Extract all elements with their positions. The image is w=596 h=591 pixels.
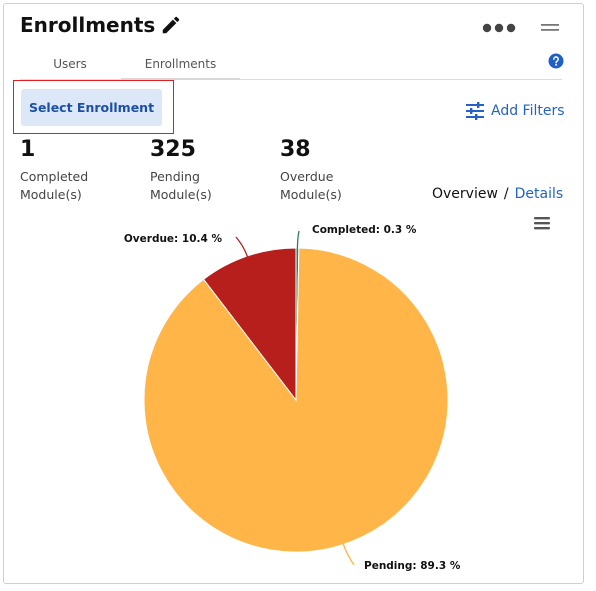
add-filters-label: Add Filters xyxy=(491,103,565,119)
pie-connector-completed xyxy=(296,230,300,250)
stat-overdue-label: Overdue Module(s) xyxy=(280,169,342,202)
pie-connector-pending xyxy=(342,543,355,566)
pie-label-completed: Completed: 0.3 % xyxy=(312,224,417,236)
stat-pending-label: Pending Module(s) xyxy=(150,169,212,202)
select-enrollment-button[interactable]: Select Enrollment xyxy=(21,89,162,126)
drag-handle-icon xyxy=(541,24,559,31)
view-separator: / xyxy=(503,186,509,202)
pie-connector-overdue xyxy=(235,236,249,258)
stat-completed: 1 Completed Module(s) xyxy=(20,136,130,204)
highlight-frame xyxy=(13,80,174,134)
tab-enrollments[interactable]: Enrollments xyxy=(121,56,240,80)
stat-overdue-value: 38 xyxy=(280,137,311,162)
filter-sliders-icon xyxy=(466,102,484,120)
help-button[interactable] xyxy=(548,53,564,69)
view-toggle: Overview / Details xyxy=(432,186,563,202)
details-link[interactable]: Details xyxy=(514,186,564,202)
stat-completed-label: Completed Module(s) xyxy=(20,169,89,202)
ellipsis-icon xyxy=(482,23,516,33)
tab-bar: Users Enrollments xyxy=(20,50,562,80)
tab-users[interactable]: Users xyxy=(53,57,87,71)
chart-menu-button[interactable] xyxy=(533,215,551,231)
question-icon xyxy=(548,53,564,69)
widget-title: Enrollments xyxy=(20,13,156,37)
drag-handle[interactable] xyxy=(540,20,560,34)
stat-pending: 325 Pending Module(s) xyxy=(150,136,260,204)
hamburger-icon xyxy=(534,217,550,230)
pie-label-overdue: Overdue: 10.4 % xyxy=(124,233,223,245)
more-options-button[interactable] xyxy=(481,20,517,34)
pie-label-pending: Pending: 89.3 % xyxy=(364,560,461,572)
stat-completed-value: 1 xyxy=(20,137,36,162)
overview-link[interactable]: Overview xyxy=(432,186,498,202)
stat-overdue: 38 Overdue Module(s) xyxy=(280,136,390,204)
pencil-icon xyxy=(162,16,180,34)
add-filters-button[interactable]: Add Filters xyxy=(465,100,565,122)
stat-pending-value: 325 xyxy=(150,137,196,162)
edit-title-button[interactable] xyxy=(160,14,182,36)
